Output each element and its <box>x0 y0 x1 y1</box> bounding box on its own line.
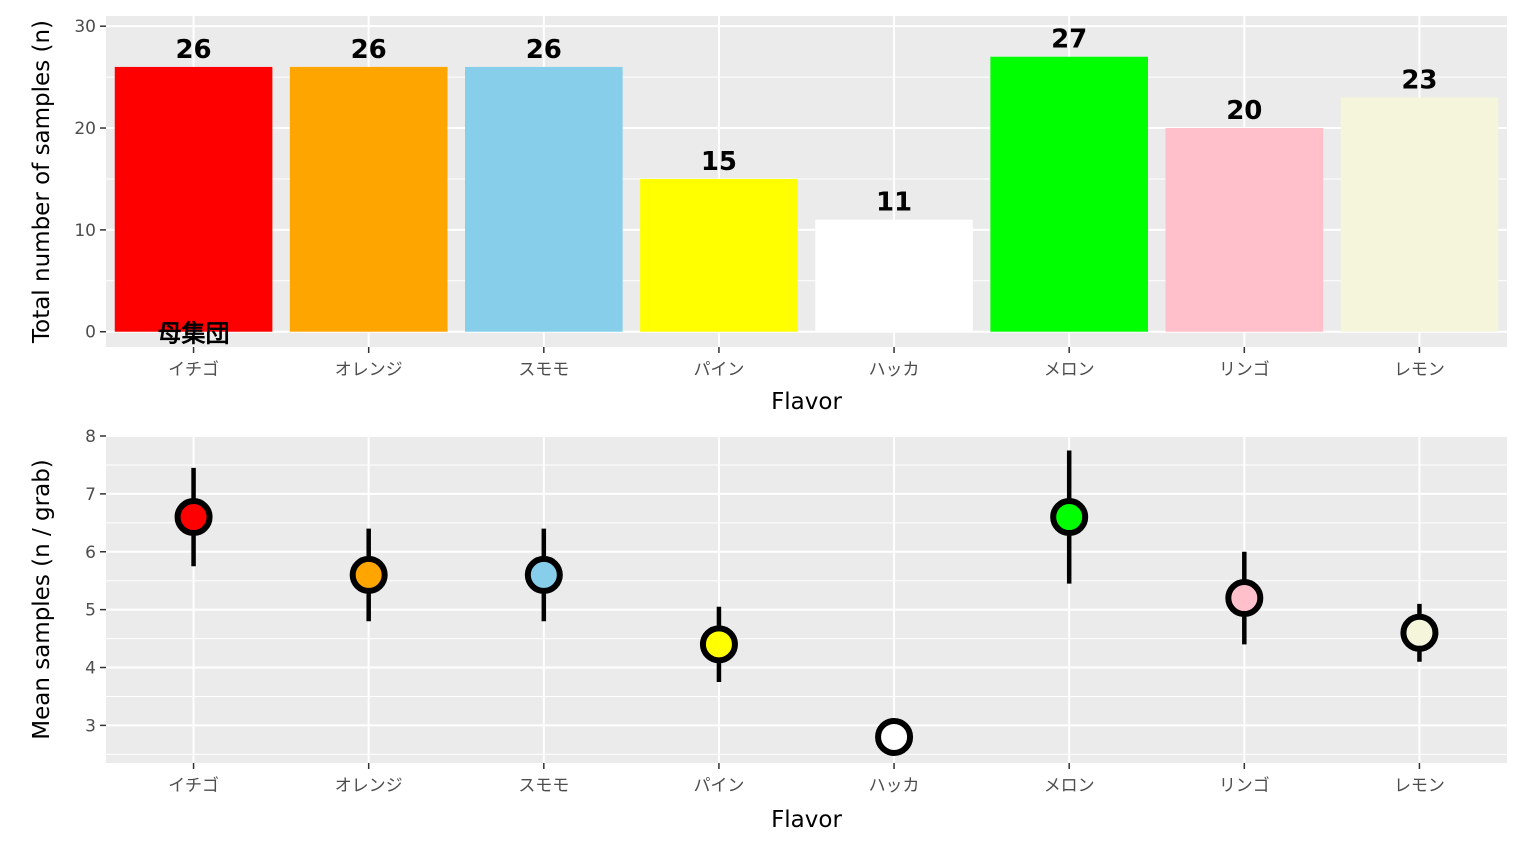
bar <box>990 56 1148 332</box>
x-tick-label: イチゴ <box>168 775 219 796</box>
x-tick-label: パイン <box>693 360 744 380</box>
data-point <box>174 498 213 537</box>
x-tick-label: スモモ <box>518 776 569 796</box>
x-tick-label: ハッカ <box>869 776 920 796</box>
bar <box>1165 128 1324 332</box>
x-tick-label: スモモ <box>518 360 569 380</box>
x-tick-label: メロン <box>1044 776 1095 796</box>
data-point <box>1050 498 1089 537</box>
bar <box>114 66 273 332</box>
bar-value-label: 26 <box>526 35 562 65</box>
data-point <box>1225 579 1264 618</box>
x-tick-label: パイン <box>693 776 744 796</box>
x-tick-label: メロン <box>1044 360 1095 380</box>
y-tick-label: 8 <box>85 427 96 447</box>
y-tick-label: 4 <box>85 659 96 679</box>
bar-annotation: 母集団 <box>158 320 230 348</box>
data-point <box>1400 613 1439 652</box>
x-axis-title: Flavor <box>771 389 842 415</box>
y-axis-title: Mean samples (n / grab) <box>29 459 55 740</box>
y-tick-label: 10 <box>74 221 96 241</box>
x-tick-label: レモン <box>1394 360 1445 380</box>
data-point <box>349 555 388 594</box>
x-tick-label: ハッカ <box>869 360 920 380</box>
y-tick-label: 3 <box>85 716 96 736</box>
bar-value-label: 26 <box>351 35 387 65</box>
data-point <box>875 717 914 756</box>
x-tick-label: オレンジ <box>335 776 403 796</box>
y-tick-label: 5 <box>85 601 96 621</box>
bar <box>465 66 623 332</box>
y-tick-label: 20 <box>74 119 96 139</box>
bar <box>289 66 448 332</box>
y-axis-title: Total number of samples (n) <box>29 20 55 344</box>
bar <box>815 219 973 332</box>
bar-value-label: 27 <box>1051 25 1087 55</box>
bar-value-label: 15 <box>701 147 737 177</box>
bar <box>1340 97 1499 332</box>
bar-chart-panel: 0 10 20 30 イチゴ オレンジ スモモ パイン ハッカ メロン リンゴ レモン 26 26 26 15… <box>29 16 1507 415</box>
bar-value-label: 23 <box>1401 65 1437 95</box>
data-point <box>524 555 563 594</box>
bar-value-label: 11 <box>876 188 912 218</box>
y-tick-label: 6 <box>85 543 96 563</box>
y-tick-label: 7 <box>85 485 96 505</box>
x-tick-label: オレンジ <box>335 360 403 380</box>
bar <box>640 178 798 332</box>
x-tick-label: レモン <box>1394 776 1445 796</box>
bar-value-label: 26 <box>175 35 211 65</box>
y-tick-label: 30 <box>74 17 96 37</box>
y-tick-label: 0 <box>85 323 96 343</box>
data-point <box>699 625 738 664</box>
plot-background <box>106 436 1507 763</box>
x-tick-label: リンゴ <box>1219 359 1270 380</box>
x-tick-label: イチゴ <box>168 359 219 380</box>
point-chart-panel: 3 4 5 6 7 8 イチゴ オレンジ スモモ パイン ハッカ メロン リンゴ レモン Flavor Mea… <box>29 427 1507 833</box>
x-axis-title: Flavor <box>771 807 842 833</box>
bar-value-label: 20 <box>1226 96 1262 126</box>
x-tick-label: リンゴ <box>1219 775 1270 796</box>
